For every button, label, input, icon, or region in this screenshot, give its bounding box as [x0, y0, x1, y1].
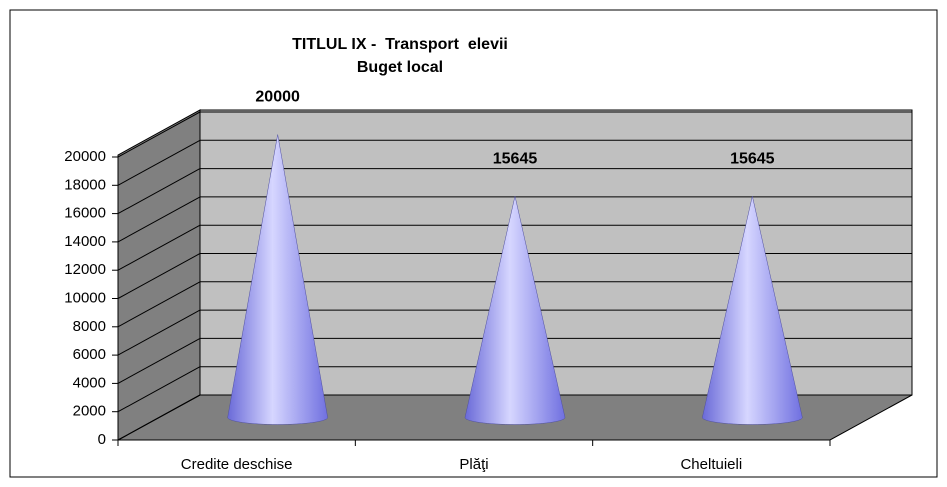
value-label: 15645 [493, 150, 538, 167]
grid-line [117, 281, 201, 328]
grid-line [117, 366, 201, 413]
grid-line [117, 224, 201, 271]
cone [464, 196, 566, 425]
x-tick-label: Credite deschise [181, 456, 293, 473]
y-tick-label: 8000 [73, 318, 106, 335]
chart-subtitle: Buget local [357, 59, 443, 76]
value-label: 15645 [730, 150, 775, 167]
grid-line [117, 394, 201, 441]
y-tick-label: 18000 [64, 176, 106, 193]
y-tick-label: 20000 [64, 148, 106, 165]
chart-title: TITLUL IX - Transport elevii [292, 36, 508, 53]
grid-line [117, 309, 201, 356]
cone [702, 196, 803, 425]
side-wall [117, 109, 201, 441]
grid-line [117, 168, 201, 215]
grid-line [117, 111, 201, 158]
x-tick-label: Plăţi [459, 456, 488, 473]
y-tick-label: 12000 [64, 261, 106, 278]
cone [227, 134, 328, 425]
y-tick-label: 10000 [64, 289, 106, 306]
grid-line [117, 196, 201, 243]
grid-line [117, 337, 201, 384]
y-tick-label: 16000 [64, 205, 106, 222]
grid-line [117, 139, 201, 186]
y-tick-label: 6000 [73, 346, 106, 363]
y-tick-label: 2000 [73, 403, 106, 420]
grid-line [117, 253, 201, 299]
y-tick-label: 0 [98, 431, 106, 448]
value-label: 20000 [255, 89, 300, 106]
y-tick-label: 14000 [64, 233, 106, 250]
y-tick-label: 4000 [73, 374, 106, 391]
x-tick-label: Cheltuieli [680, 456, 742, 473]
